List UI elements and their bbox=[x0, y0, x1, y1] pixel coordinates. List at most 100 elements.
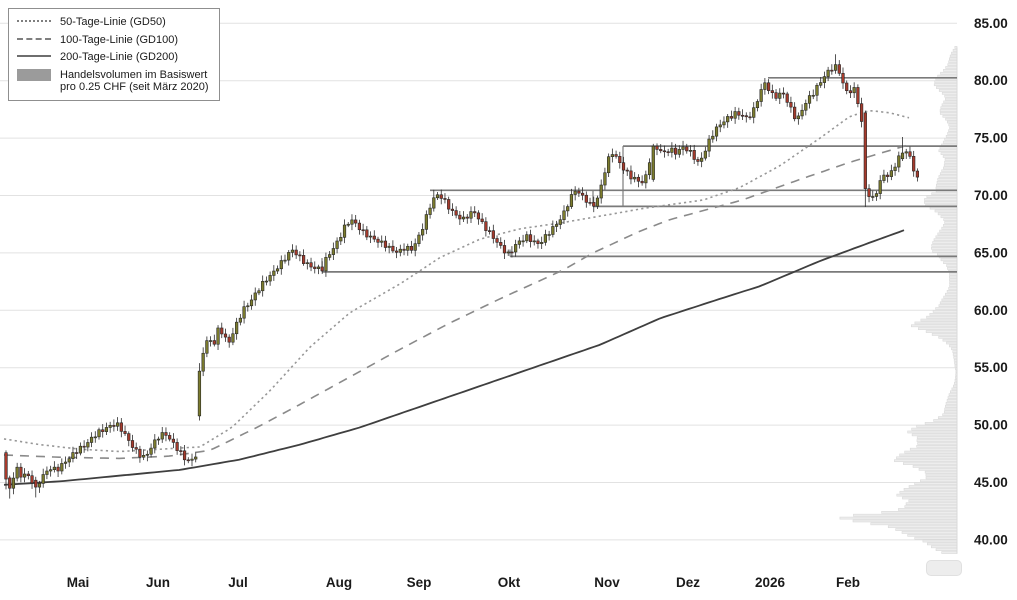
volume-profile-bar bbox=[839, 516, 958, 520]
candle-up bbox=[811, 94, 815, 97]
candle-down bbox=[56, 466, 60, 472]
candle-up bbox=[573, 190, 577, 195]
volume-profile-bar bbox=[949, 278, 958, 282]
candle-down bbox=[662, 150, 667, 153]
candle-up bbox=[242, 306, 246, 319]
candle-down bbox=[391, 245, 395, 252]
candle-up bbox=[469, 211, 473, 219]
candle-down bbox=[394, 250, 399, 253]
volume-profile-bar bbox=[917, 442, 958, 445]
volume-profile-bar bbox=[938, 175, 958, 178]
volume-profile-bar bbox=[938, 335, 958, 339]
volume-profile-bar bbox=[924, 422, 958, 425]
candle-down bbox=[636, 176, 640, 182]
candle-up bbox=[253, 292, 257, 301]
volume-profile-bar bbox=[941, 169, 958, 173]
candle-down bbox=[729, 116, 733, 119]
candle-down bbox=[830, 69, 834, 72]
candle-down bbox=[528, 234, 533, 242]
candle-up bbox=[142, 455, 146, 458]
volume-profile-bar bbox=[945, 117, 958, 121]
volume-profile-bar bbox=[940, 258, 958, 262]
volume-profile-bar bbox=[929, 206, 958, 210]
volume-profile-bar bbox=[943, 69, 958, 72]
candle-down bbox=[625, 169, 629, 172]
candle-up bbox=[268, 275, 272, 282]
volume-profile-bar bbox=[942, 155, 958, 158]
candle-up bbox=[826, 69, 830, 77]
price-axis-label: 45.00 bbox=[974, 475, 1008, 490]
volume-profile-bar bbox=[916, 436, 958, 440]
volume-profile-bar bbox=[924, 470, 958, 474]
volume-profile-bar bbox=[943, 295, 958, 299]
volume-profile-bar bbox=[925, 330, 958, 333]
candle-down bbox=[845, 82, 849, 91]
candle-down bbox=[294, 249, 298, 256]
candle-down bbox=[454, 210, 458, 216]
candle-up bbox=[882, 174, 886, 181]
candle-down bbox=[179, 450, 183, 452]
volume-profile-bar bbox=[911, 427, 958, 431]
legend-label-volume: Handelsvolumen im Basiswert pro 0.25 CHF… bbox=[60, 68, 209, 94]
candle-up bbox=[852, 87, 856, 94]
volume-profile-bar bbox=[942, 114, 958, 118]
volume-profile-bar bbox=[937, 212, 958, 216]
volume-profile-bar bbox=[948, 287, 958, 290]
candle-down bbox=[487, 230, 492, 232]
volume-profile-bar bbox=[922, 539, 958, 543]
candle-down bbox=[584, 194, 588, 203]
candle-down bbox=[856, 87, 860, 105]
candle-up bbox=[156, 438, 161, 441]
volume-profile-bar bbox=[914, 321, 958, 325]
volume-profile bbox=[839, 46, 958, 554]
price-axis-label: 80.00 bbox=[974, 73, 1008, 88]
volume-profile-bar bbox=[952, 353, 958, 356]
volume-profile-bar bbox=[930, 545, 958, 549]
volume-profile-bar bbox=[942, 140, 958, 144]
candle-up bbox=[283, 259, 287, 262]
volume-profile-bar bbox=[941, 226, 958, 230]
candle-down bbox=[75, 452, 79, 454]
volume-profile-bar bbox=[948, 123, 958, 127]
candle-down bbox=[383, 240, 388, 248]
candle-up bbox=[413, 243, 417, 251]
volume-profile-bar bbox=[935, 186, 958, 190]
volume-profile-bar bbox=[948, 393, 958, 397]
candle-down bbox=[447, 199, 451, 210]
volume-profile-bar bbox=[952, 350, 958, 353]
candle-down bbox=[536, 240, 540, 244]
candle-up bbox=[194, 456, 198, 460]
volume-profile-bar bbox=[905, 502, 958, 506]
candle-up bbox=[874, 193, 879, 197]
volume-profile-bar bbox=[936, 180, 958, 184]
candle-down bbox=[629, 170, 633, 180]
candle-down bbox=[484, 221, 488, 231]
volume-profile-bar bbox=[887, 525, 958, 529]
candle-down bbox=[740, 114, 745, 117]
candle-up bbox=[822, 76, 826, 83]
resize-handle[interactable] bbox=[926, 560, 962, 576]
volume-profile-bar bbox=[908, 485, 958, 488]
candle-up bbox=[60, 463, 64, 472]
candle-down bbox=[473, 211, 477, 214]
volume-profile-bar bbox=[949, 275, 958, 279]
candle-down bbox=[659, 149, 663, 152]
candle-up bbox=[264, 280, 269, 283]
volume-profile-bar bbox=[949, 272, 958, 276]
price-axis-label: 70.00 bbox=[974, 188, 1008, 203]
ma-line-gd100 bbox=[3, 143, 910, 460]
volume-profile-bar bbox=[939, 146, 958, 150]
candle-up bbox=[11, 477, 16, 489]
volume-profile-bar bbox=[939, 112, 958, 115]
candle-up bbox=[290, 249, 295, 253]
volume-profile-bar bbox=[935, 548, 958, 551]
candle-up bbox=[216, 327, 220, 345]
candle-up bbox=[547, 234, 551, 236]
legend-item-gd50: 50-Tage-Linie (GD50) bbox=[17, 16, 211, 29]
volume-profile-bar bbox=[947, 267, 958, 270]
candle-up bbox=[350, 219, 354, 225]
volume-profile-bar bbox=[952, 48, 958, 52]
volume-profile-bar bbox=[920, 318, 958, 322]
candle-down bbox=[19, 466, 23, 478]
